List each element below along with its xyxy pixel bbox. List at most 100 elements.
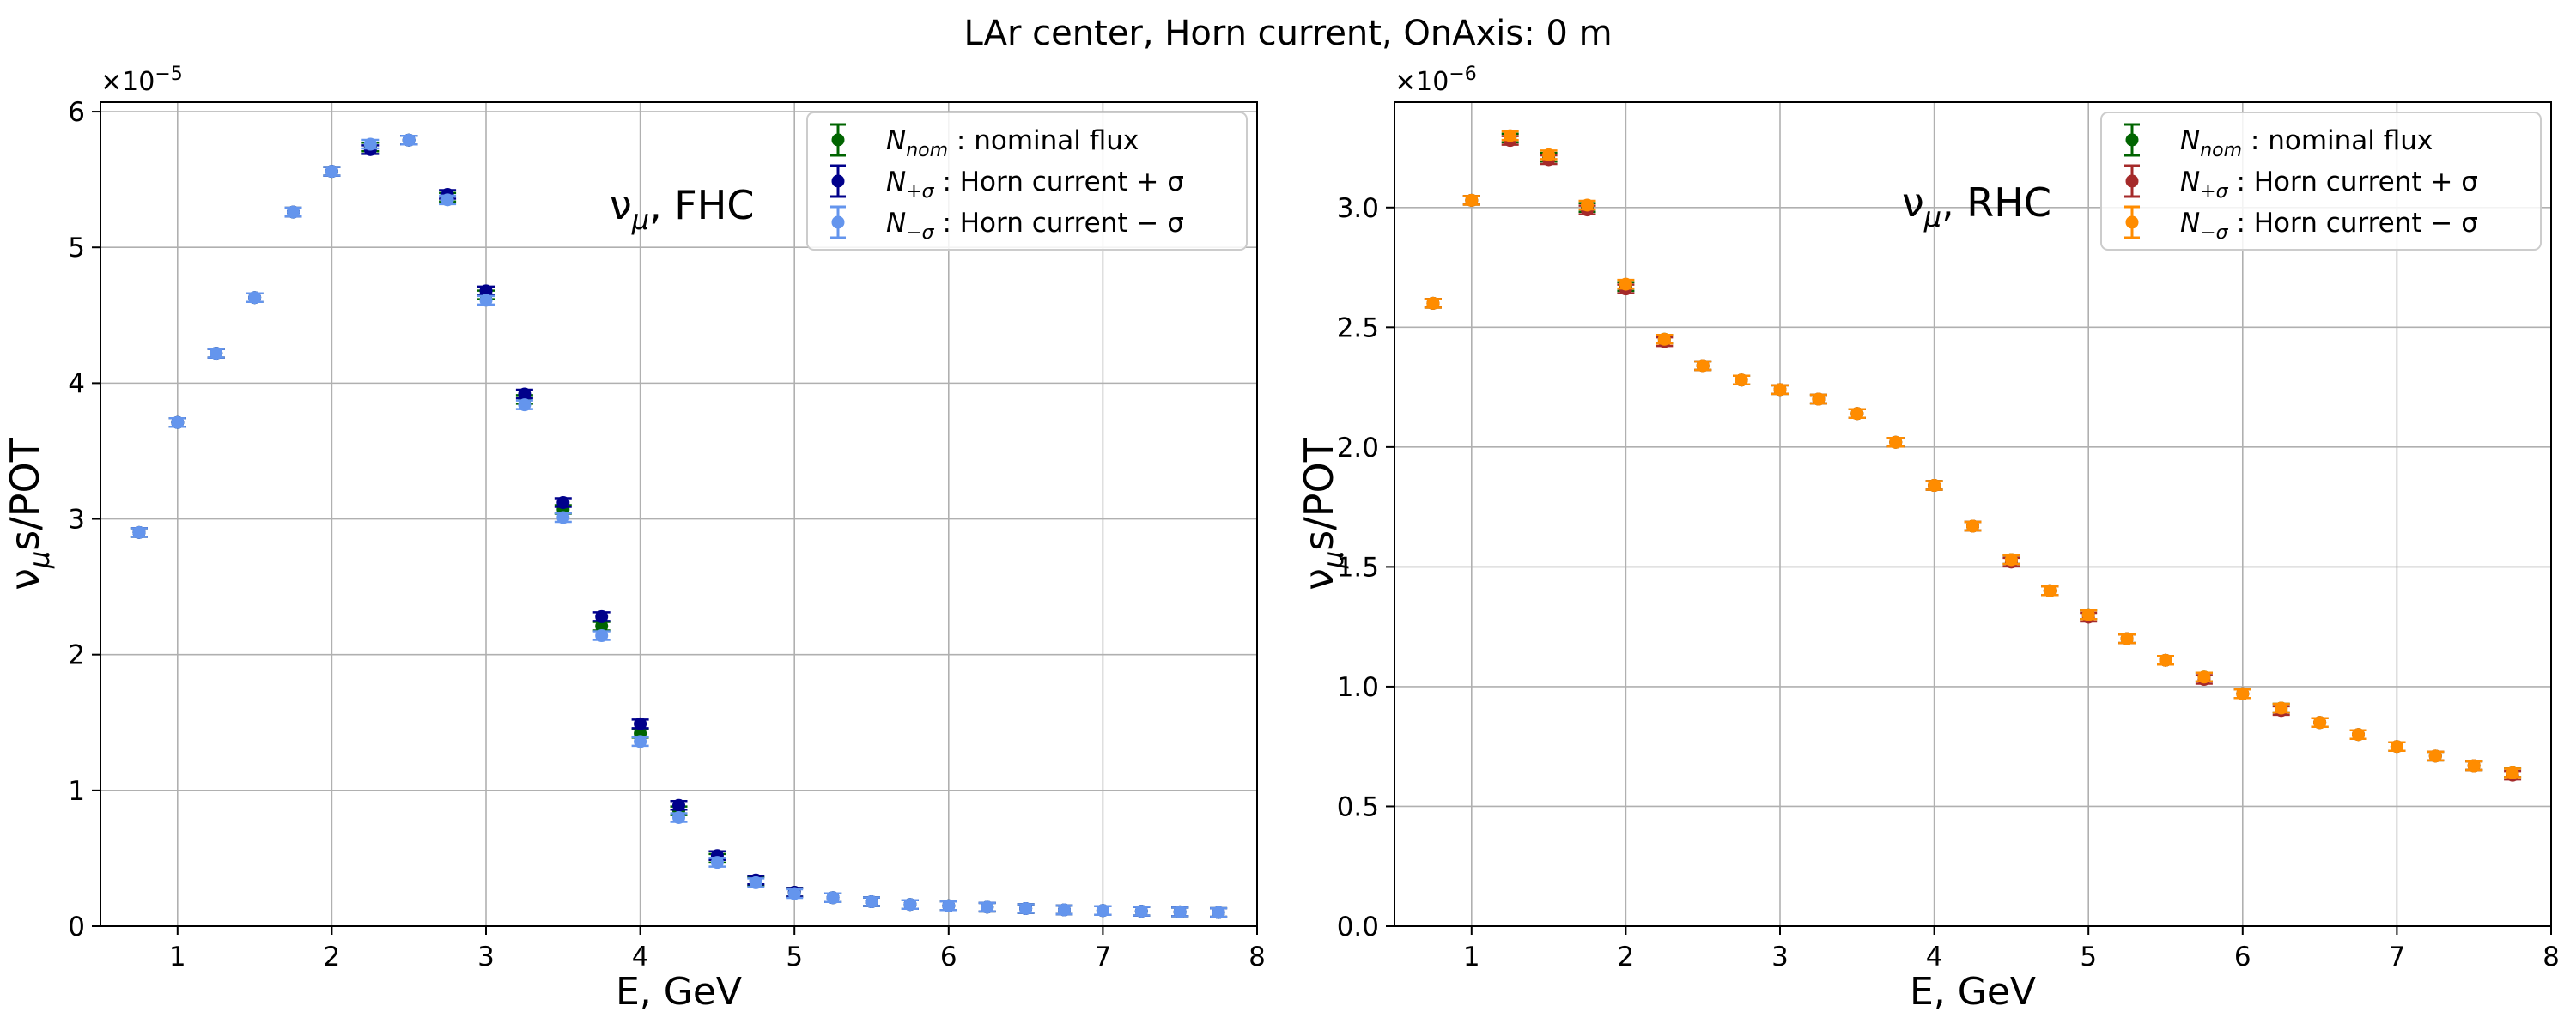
- data-point: [1017, 901, 1035, 915]
- x-tick-label: 5: [2080, 942, 2097, 972]
- marker: [518, 387, 532, 401]
- data-point: [515, 398, 533, 412]
- marker: [942, 899, 956, 912]
- marker: [1850, 407, 1864, 421]
- marker: [325, 165, 338, 179]
- marker: [2043, 584, 2057, 597]
- marker: [518, 398, 532, 412]
- legend-item: N−σ : Horn current − σ: [2124, 205, 2478, 244]
- fhc-panel: 1 2 3 4 5 6 7 8 0 1 2 3 4 5 6 ×10−5 E, GeV νμs/POT νμ, FHC…: [2, 64, 1266, 1014]
- data-point: [1540, 148, 1558, 161]
- data-point: [1771, 383, 1789, 397]
- axis-exponent: ×10−5: [100, 64, 183, 97]
- marker: [402, 133, 416, 147]
- marker: [479, 284, 493, 298]
- data-point: [786, 887, 804, 900]
- marker: [826, 891, 840, 905]
- marker: [1504, 129, 1517, 142]
- marker: [1542, 148, 1556, 161]
- marker: [672, 810, 685, 824]
- legend-marker: [2125, 215, 2139, 229]
- panel-annotation: νμ, FHC: [610, 182, 754, 236]
- data-point: [2080, 608, 2098, 621]
- data-point: [130, 525, 148, 539]
- legend-label: N−σ : Horn current − σ: [886, 208, 1184, 244]
- legend-box: [2100, 112, 2542, 251]
- x-tick-label: 3: [1771, 942, 1789, 972]
- marker: [1426, 296, 1440, 310]
- y-tick-label: 1: [68, 776, 85, 807]
- x-axis-label: E, GeV: [1910, 970, 2036, 1014]
- marker: [1173, 905, 1187, 918]
- series-2: [130, 133, 1228, 919]
- y-tick-label: 2.5: [1337, 312, 1379, 343]
- data-point: [515, 387, 533, 401]
- y-tick-label: 2: [68, 640, 85, 671]
- data-point: [2041, 584, 2059, 597]
- marker: [634, 717, 647, 730]
- marker: [981, 900, 994, 914]
- y-tick-label: 2.0: [1337, 433, 1379, 464]
- panel-annotation: νμ, RHC: [1902, 179, 2051, 233]
- x-tick-label: 8: [2543, 942, 2560, 972]
- data-point: [2118, 632, 2136, 645]
- data-point: [631, 735, 649, 748]
- data-point: [284, 205, 302, 219]
- marker: [132, 525, 146, 539]
- x-tick-label: 7: [2389, 942, 2406, 972]
- data-point: [554, 496, 572, 510]
- legend-item: Nnom : nominal flux: [2124, 123, 2433, 161]
- marker: [787, 887, 801, 900]
- y-tick-label: 3.0: [1337, 193, 1379, 224]
- legend-label: Nnom : nominal flux: [886, 125, 1139, 161]
- data-point: [554, 511, 572, 524]
- y-tick-label: 5: [68, 233, 85, 264]
- data-point: [1617, 277, 1635, 291]
- x-tick-label: 4: [632, 942, 649, 972]
- y-tick-label: 4: [68, 368, 85, 399]
- x-tick-label: 2: [324, 942, 341, 972]
- marker: [210, 347, 223, 360]
- y-tick-label: 0: [68, 912, 85, 942]
- marker: [1735, 373, 1748, 387]
- x-tick-label: 7: [1095, 942, 1112, 972]
- data-point: [708, 856, 726, 869]
- series-2: [1424, 129, 2522, 779]
- data-point: [2349, 728, 2367, 742]
- marker: [2313, 716, 2327, 730]
- data-point: [2388, 740, 2406, 754]
- data-point: [1694, 359, 1712, 373]
- data-point: [2002, 553, 2020, 566]
- legend: Nnom : nominal flux N+σ : Horn current + …: [806, 112, 1248, 251]
- marker: [672, 798, 685, 812]
- x-tick-label: 4: [1926, 942, 1943, 972]
- figure-title: LAr center, Horn current, OnAxis: 0 m: [963, 14, 1612, 53]
- legend-item: N−σ : Horn current − σ: [830, 205, 1184, 244]
- marker: [2120, 632, 2134, 645]
- x-tick-label: 1: [1463, 942, 1480, 972]
- data-point: [670, 810, 688, 824]
- marker: [1657, 332, 1671, 346]
- marker: [2506, 766, 2519, 779]
- data-point: [901, 898, 919, 912]
- marker: [2004, 553, 2018, 566]
- axis-exponent: ×10−6: [1394, 64, 1477, 97]
- data-point: [747, 876, 765, 889]
- legend-marker: [2125, 174, 2139, 188]
- legend-item: N+σ : Horn current + σ: [2124, 164, 2478, 203]
- data-point: [1578, 198, 1596, 212]
- data-point: [2195, 670, 2213, 684]
- marker: [595, 629, 609, 643]
- x-axis-label: E, GeV: [616, 970, 742, 1014]
- y-tick-label: 1.0: [1337, 672, 1379, 703]
- x-tick-label: 8: [1249, 942, 1266, 972]
- data-point: [1925, 479, 1943, 493]
- data-point: [323, 165, 341, 179]
- data-point: [2311, 716, 2329, 730]
- legend: Nnom : nominal flux N+σ : Horn current + …: [2100, 112, 2542, 251]
- marker: [1773, 383, 1787, 397]
- marker: [556, 496, 570, 510]
- marker: [1696, 359, 1710, 373]
- data-point: [2465, 759, 2483, 772]
